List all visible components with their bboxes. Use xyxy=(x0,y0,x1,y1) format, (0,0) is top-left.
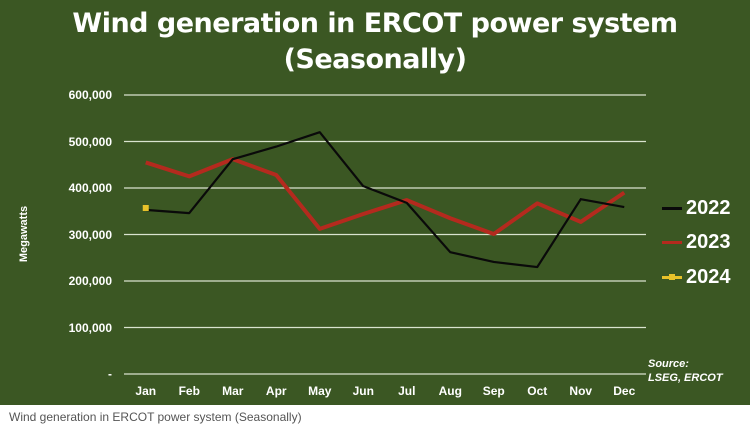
source-note: Source: LSEG, ERCOT xyxy=(648,357,723,385)
x-tick-label: Oct xyxy=(527,384,548,398)
legend-line-icon xyxy=(662,206,682,210)
chart-title-line-2: (Seasonally) xyxy=(283,44,467,75)
y-tick-label: 100,000 xyxy=(68,320,112,335)
y-tick-label: 600,000 xyxy=(68,88,112,102)
x-tick-label: Jan xyxy=(135,384,157,398)
x-tick-label: Apr xyxy=(265,384,287,398)
x-tick-label: Sep xyxy=(482,384,505,398)
legend-item-2022[interactable]: 2022 xyxy=(662,196,731,220)
x-tick-label: Aug xyxy=(438,384,462,398)
chart-title: Wind generation in ERCOT power system (S… xyxy=(0,6,750,78)
legend-line-marker-icon xyxy=(662,273,682,280)
y-tick-label: 300,000 xyxy=(68,227,112,242)
legend-label: 2024 xyxy=(686,265,731,288)
legend-line-icon xyxy=(662,240,682,244)
series-line-2022 xyxy=(145,131,625,269)
series-line-2023 xyxy=(145,157,626,237)
chart-panel: Wind generation in ERCOT power system (S… xyxy=(0,0,750,405)
plot-area xyxy=(124,94,646,375)
y-tick-label: 200,000 xyxy=(68,274,112,288)
chart-title-line-1: Wind generation in ERCOT power system xyxy=(72,8,678,39)
y-tick-label: 500,000 xyxy=(68,134,112,149)
legend-item-2024[interactable]: 2024 xyxy=(662,265,731,289)
x-tick-label: May xyxy=(308,384,332,398)
legend-label: 2023 xyxy=(686,230,731,253)
x-tick-label: Jul xyxy=(398,384,416,398)
x-tick-label: Jun xyxy=(352,384,374,398)
source-label: Source: xyxy=(648,358,689,370)
source-value: LSEG, ERCOT xyxy=(648,372,723,384)
y-tick-label: 400,000 xyxy=(68,181,112,195)
x-tick-label: Dec xyxy=(613,384,636,398)
figure-caption: Wind generation in ERCOT power system (S… xyxy=(9,410,302,424)
x-tick-label: Feb xyxy=(178,384,200,398)
x-tick-label: Mar xyxy=(222,384,244,398)
legend-item-2023[interactable]: 2023 xyxy=(662,230,731,254)
series-marker-2024 xyxy=(142,204,149,211)
y-tick-label: - xyxy=(108,367,112,381)
x-tick-label: Nov xyxy=(569,384,593,398)
legend-label: 2022 xyxy=(686,196,731,219)
